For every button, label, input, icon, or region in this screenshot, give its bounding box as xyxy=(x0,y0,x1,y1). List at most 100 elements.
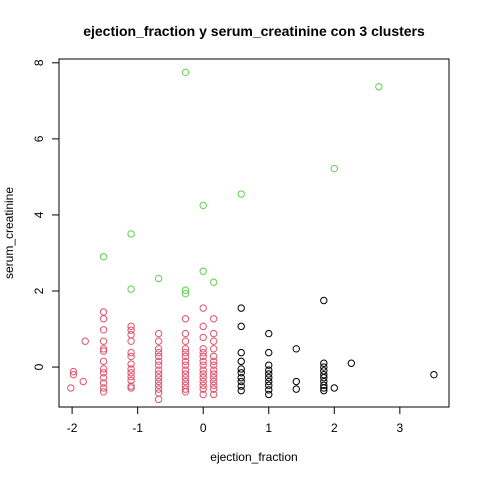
x-tick-label: 0 xyxy=(200,421,207,435)
data-point xyxy=(209,337,218,345)
data-point xyxy=(154,348,163,357)
y-tick-label: 8 xyxy=(32,59,46,66)
data-point xyxy=(79,377,87,386)
data-point xyxy=(199,377,207,386)
x-tick-label: 3 xyxy=(396,421,403,435)
y-tick-label: 2 xyxy=(32,287,46,294)
data-point xyxy=(320,381,328,390)
data-point xyxy=(237,304,245,312)
data-point xyxy=(181,289,190,298)
data-point xyxy=(209,278,218,286)
data-point xyxy=(320,386,328,395)
data-point xyxy=(199,385,207,393)
data-point xyxy=(320,296,328,305)
data-point xyxy=(127,285,135,293)
data-point xyxy=(237,386,245,395)
data-point xyxy=(127,352,135,361)
x-axis: -2 -1 0 1 2 3 xyxy=(67,407,403,435)
data-point xyxy=(347,359,356,367)
data-point xyxy=(99,357,108,366)
data-point xyxy=(181,377,190,386)
data-point xyxy=(154,329,163,338)
data-point xyxy=(265,377,273,386)
data-point xyxy=(154,381,163,390)
data-point xyxy=(154,274,163,283)
data-point xyxy=(237,374,245,382)
data-point xyxy=(181,348,190,357)
data-point xyxy=(199,381,207,390)
data-point xyxy=(330,384,338,392)
data-point xyxy=(181,385,190,393)
data-point xyxy=(199,333,207,342)
data-point xyxy=(209,390,218,399)
chart-title: ejection_fraction y serum_creatinine con… xyxy=(83,23,425,39)
data-point xyxy=(99,315,108,323)
data-point xyxy=(209,357,218,366)
data-point xyxy=(320,363,328,371)
data-point xyxy=(237,357,245,366)
data-point xyxy=(209,381,218,390)
data-point xyxy=(99,374,108,382)
data-point xyxy=(99,347,108,355)
data-point xyxy=(154,385,163,393)
data-point xyxy=(237,377,245,386)
data-point xyxy=(154,361,163,369)
data-point xyxy=(154,370,163,378)
data-point xyxy=(127,365,135,373)
x-tick-label: -1 xyxy=(132,421,143,435)
data-point xyxy=(430,370,438,379)
data-point xyxy=(199,345,207,353)
data-point xyxy=(209,329,218,338)
data-point xyxy=(237,365,245,373)
data-point xyxy=(237,190,245,198)
data-point xyxy=(127,230,135,238)
data-point xyxy=(181,361,190,369)
data-point xyxy=(237,369,245,377)
data-point xyxy=(209,315,218,323)
data-point xyxy=(199,304,207,312)
x-tick-label: 2 xyxy=(331,421,338,435)
data-point xyxy=(265,390,273,399)
data-point xyxy=(181,315,190,323)
y-tick-label: 6 xyxy=(32,135,46,142)
data-point xyxy=(127,384,135,392)
data-point xyxy=(199,366,207,374)
data-point xyxy=(99,253,108,261)
data-point xyxy=(127,369,135,377)
data-point xyxy=(127,360,135,368)
data-point xyxy=(181,388,190,396)
data-point xyxy=(99,345,108,353)
data-point xyxy=(181,345,190,353)
data-point xyxy=(99,326,108,334)
data-point xyxy=(127,382,135,390)
plot-frame xyxy=(58,58,450,408)
data-point xyxy=(127,376,135,385)
data-point xyxy=(81,337,89,345)
x-tick-label: 1 xyxy=(265,421,272,435)
data-point xyxy=(127,322,135,331)
data-point xyxy=(127,372,135,381)
data-point xyxy=(154,337,163,345)
data-point xyxy=(199,361,207,369)
data-points xyxy=(67,68,438,404)
data-point xyxy=(99,384,108,392)
data-point xyxy=(181,337,190,345)
data-point xyxy=(237,322,245,331)
data-point xyxy=(181,68,190,77)
data-point xyxy=(154,357,163,366)
data-point xyxy=(199,357,207,366)
data-point xyxy=(154,345,163,353)
data-point xyxy=(181,352,190,361)
data-point xyxy=(127,337,135,345)
data-point xyxy=(209,361,218,369)
data-point xyxy=(265,361,273,369)
data-point xyxy=(99,308,108,316)
data-point xyxy=(320,359,328,367)
data-point xyxy=(127,348,135,357)
data-point xyxy=(265,348,273,357)
data-point xyxy=(265,374,273,382)
data-point xyxy=(99,365,108,373)
data-point xyxy=(99,379,108,387)
data-point xyxy=(265,370,273,378)
data-point xyxy=(99,369,108,377)
